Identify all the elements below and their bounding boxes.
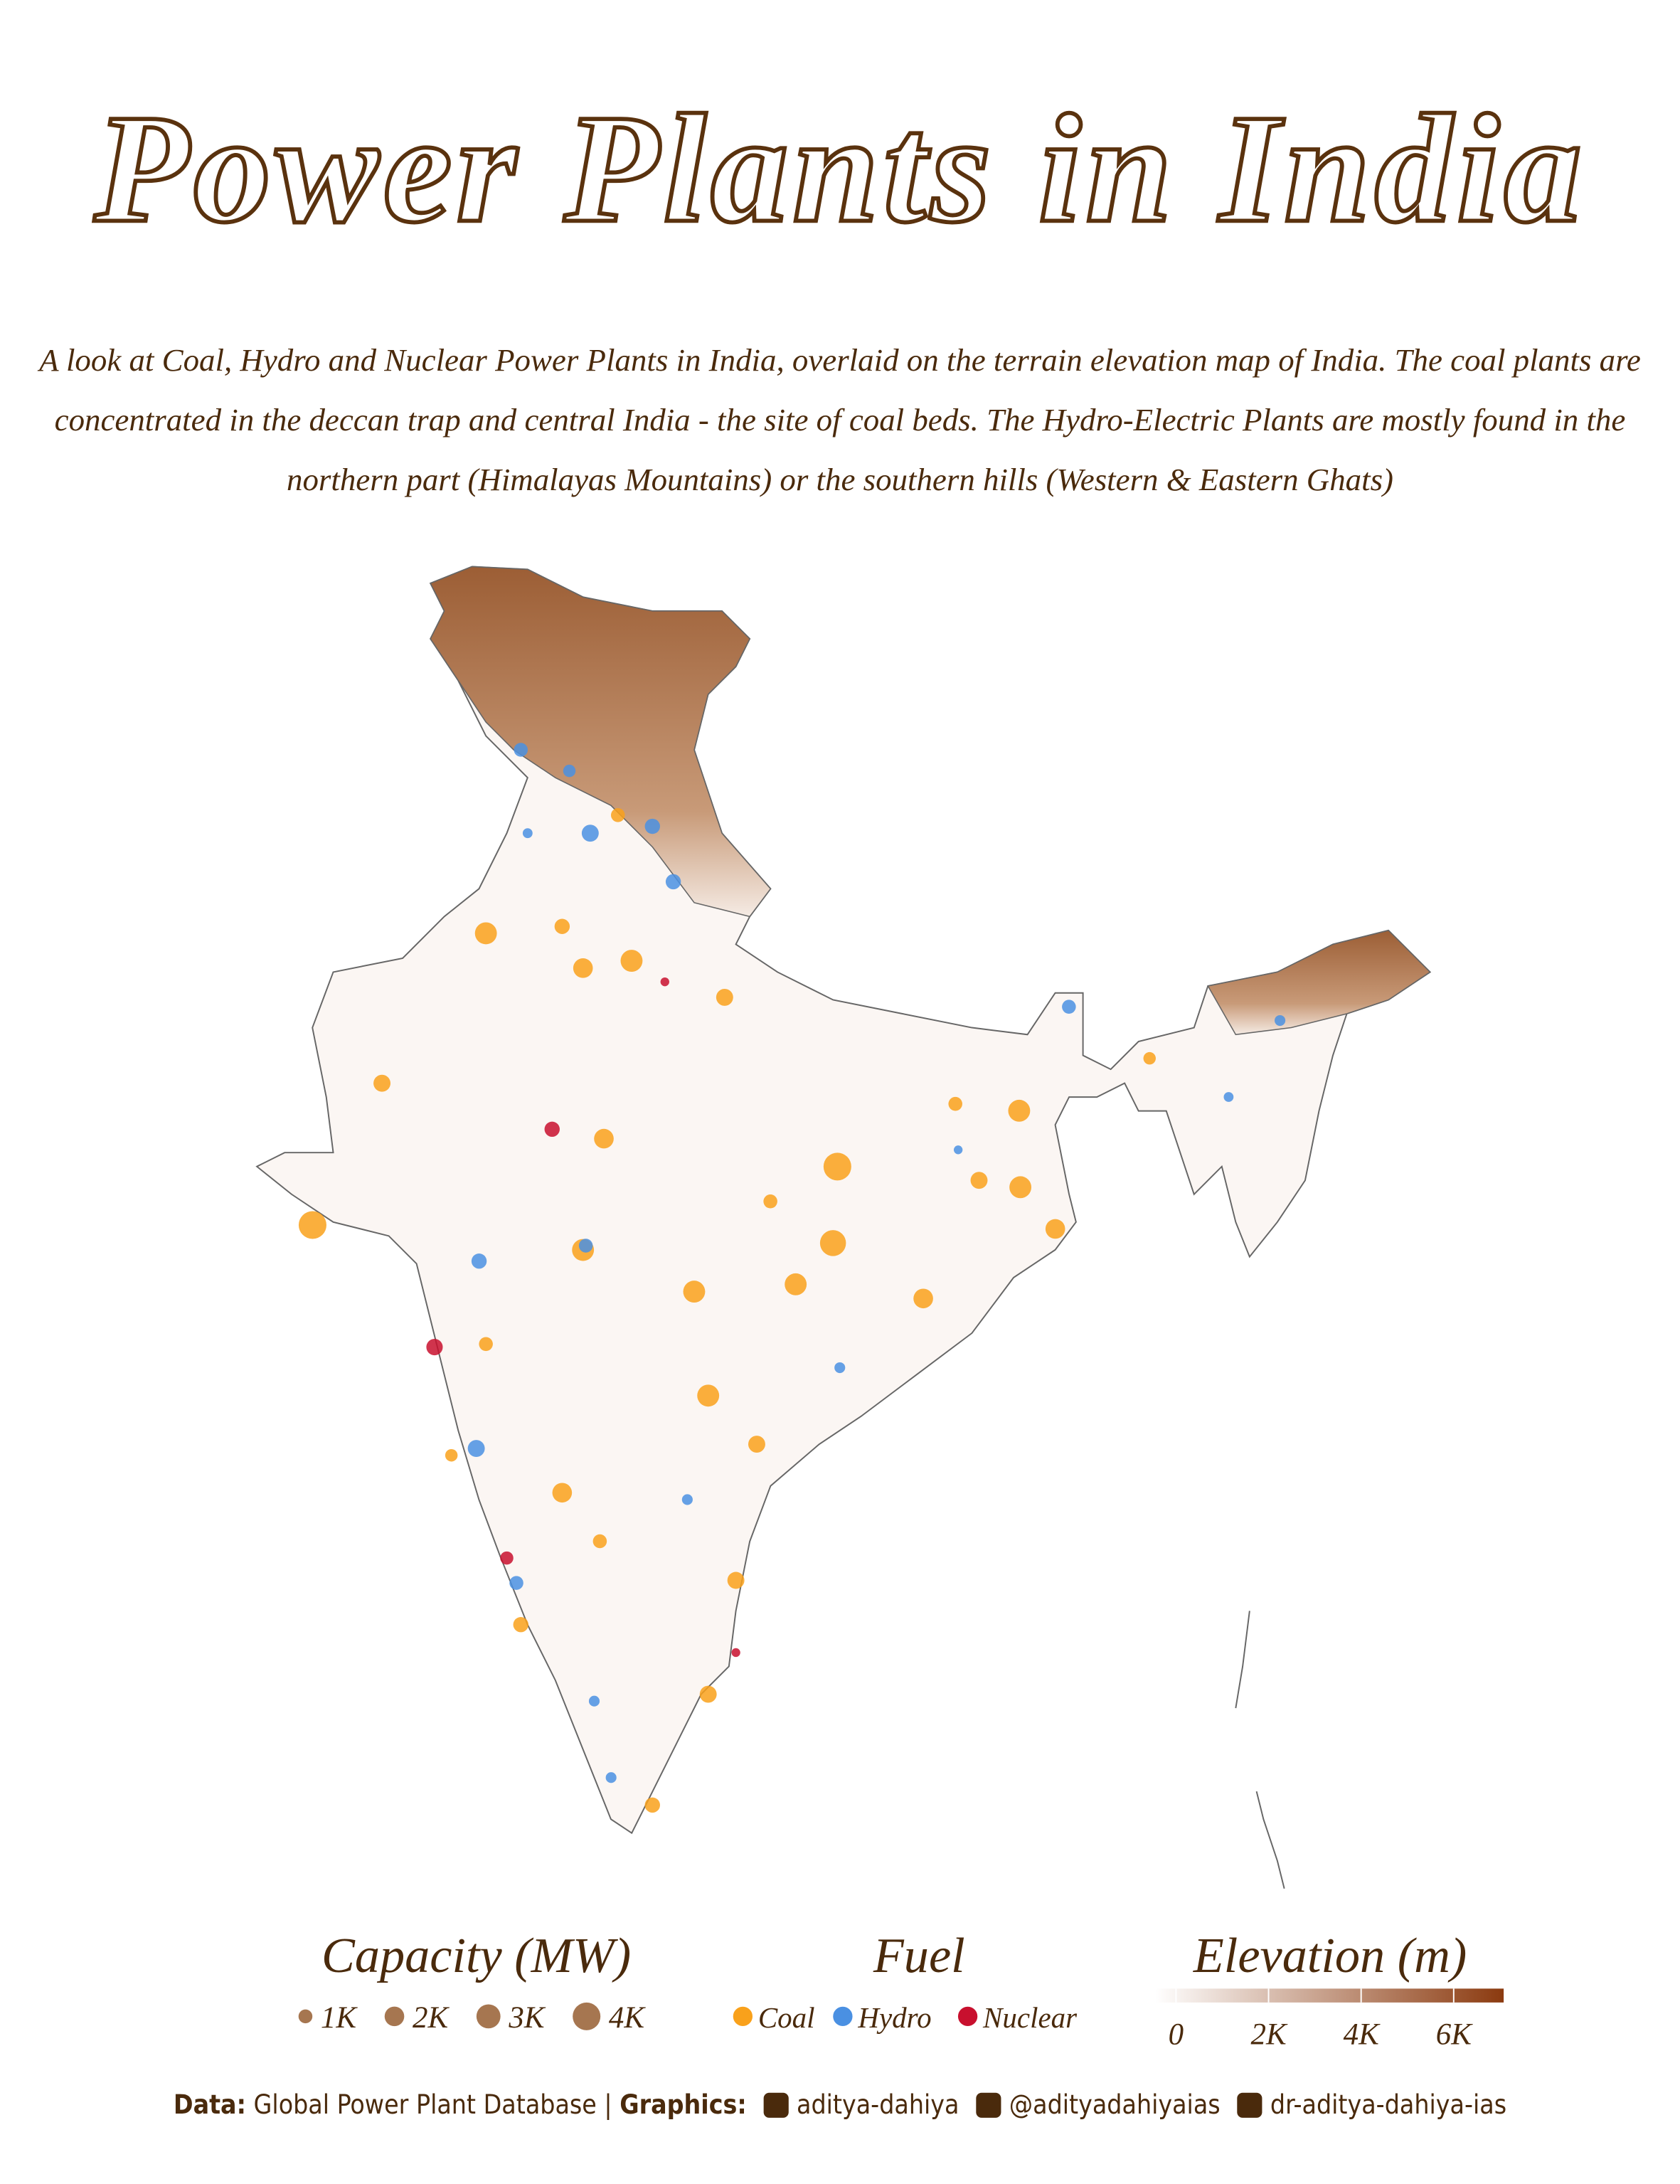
power-plant <box>298 1211 326 1239</box>
power-plant <box>970 1172 988 1189</box>
andaman-islands <box>1235 1611 1285 1889</box>
power-plant <box>748 1436 765 1453</box>
power-plant <box>1045 1219 1065 1239</box>
power-plant <box>785 1273 807 1295</box>
fuel-legend-title: Fuel <box>873 1928 965 1983</box>
power-plant <box>699 1685 717 1703</box>
power-plant <box>1143 1051 1156 1065</box>
power-plant <box>1062 1000 1076 1014</box>
elevation-tick-label: 2K <box>1250 2018 1287 2051</box>
caption: Data: Global Power Plant Database | Grap… <box>0 2090 1680 2121</box>
power-plant <box>581 825 599 842</box>
power-plant <box>644 818 660 834</box>
power-plant <box>426 1338 443 1356</box>
subtitle: A look at Coal, Hydro and Nuclear Power … <box>39 343 1641 497</box>
power-plant <box>731 1648 740 1658</box>
india-outline <box>255 566 1432 1835</box>
elevation-colorbar <box>1155 1988 1504 2003</box>
power-plant <box>471 1253 487 1269</box>
size-legend-label: 3K <box>508 2001 546 2035</box>
elevation-tick-label: 4K <box>1344 2018 1381 2051</box>
elevation-tick-label: 6K <box>1436 2018 1473 2051</box>
power-plant <box>913 1288 933 1309</box>
power-plant <box>681 1494 693 1505</box>
size-legend-label: 2K <box>413 2001 450 2035</box>
caption-graphics-label: Graphics: <box>620 2089 747 2121</box>
power-plant <box>697 1384 720 1407</box>
power-plant <box>594 1128 614 1149</box>
fuel-legend-label: Nuclear <box>982 2001 1078 2034</box>
power-plant <box>588 1695 600 1707</box>
power-plant <box>660 977 669 987</box>
power-plant <box>1009 1176 1032 1199</box>
power-plant <box>592 1534 607 1549</box>
himalaya-terrain <box>430 566 772 918</box>
size-legend-label: 1K <box>321 2001 358 2035</box>
power-plant <box>514 743 528 757</box>
caption-x: @adityadahiyaias <box>1009 2089 1221 2121</box>
linkedin-icon <box>1237 2092 1262 2118</box>
power-plant <box>620 950 643 972</box>
size-legend-title: Capacity (MW) <box>321 1928 631 1983</box>
power-plant <box>474 922 497 945</box>
caption-github: aditya-dahiya <box>797 2089 959 2121</box>
power-plant <box>467 1440 485 1458</box>
northeast-terrain <box>1207 930 1431 1036</box>
title: Power Plants in India <box>92 81 1586 258</box>
power-plant <box>727 1571 745 1589</box>
power-plant <box>513 1617 528 1633</box>
fuel-legend-label: Hydro <box>857 2001 931 2034</box>
power-plant <box>665 874 681 890</box>
caption-linkedin: dr-aditya-dahiya-ias <box>1270 2089 1507 2121</box>
power-plant <box>573 958 593 978</box>
power-plant <box>522 828 533 839</box>
power-plant <box>479 1337 493 1352</box>
power-plant <box>552 1483 573 1503</box>
power-plant <box>509 1576 523 1590</box>
github-icon <box>763 2092 789 2118</box>
power-plant <box>611 808 625 822</box>
elevation-tick-label: 0 <box>1169 2018 1184 2051</box>
power-plant <box>823 1152 851 1181</box>
size-legend-label: 4K <box>609 2001 646 2035</box>
power-plant <box>445 1449 458 1462</box>
power-plant <box>605 1772 617 1783</box>
fuel-legend-key <box>733 2006 753 2027</box>
caption-source: Global Power Plant Database | <box>253 2089 612 2121</box>
size-legend-key <box>573 2002 601 2030</box>
elevation-legend-title: Elevation (m) <box>1193 1928 1467 1983</box>
power-plant <box>373 1074 391 1092</box>
size-legend-key <box>298 2009 313 2024</box>
fuel-legend-key <box>957 2006 978 2027</box>
x-icon <box>975 2092 1001 2118</box>
power-plant <box>834 1362 846 1374</box>
fuel-legend-label: Coal <box>758 2001 815 2034</box>
power-plant <box>500 1551 514 1565</box>
power-plant <box>716 988 733 1006</box>
power-plant <box>1223 1092 1234 1102</box>
size-legend-key <box>476 2004 501 2029</box>
power-plant <box>644 1797 660 1813</box>
power-plant <box>544 1121 560 1138</box>
power-plant <box>953 1145 963 1155</box>
caption-data-label: Data: <box>173 2089 246 2121</box>
power-plant <box>763 1194 777 1209</box>
power-plant <box>819 1230 846 1256</box>
power-plant <box>683 1281 706 1303</box>
size-legend-key <box>384 2006 405 2027</box>
power-plant <box>578 1239 593 1253</box>
power-plant <box>1275 1014 1286 1027</box>
power-plant <box>948 1096 962 1111</box>
power-plant <box>554 918 570 934</box>
power-plant <box>563 764 576 778</box>
power-plant <box>1008 1099 1031 1122</box>
fuel-legend-key <box>833 2006 853 2027</box>
